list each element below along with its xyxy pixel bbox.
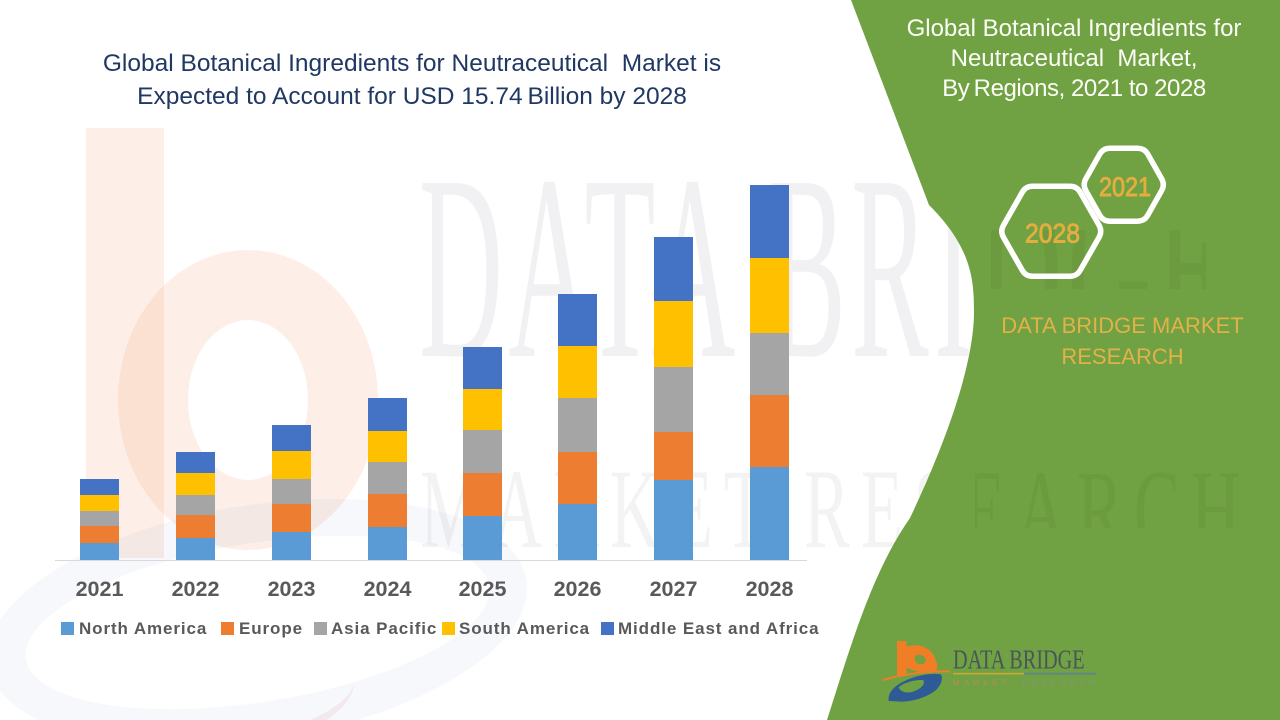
svg-text:MARKET RESEARCH: MARKET RESEARCH — [420, 449, 1252, 573]
svg-text:MARKET: MARKET — [953, 677, 1011, 687]
svg-text:2028: 2028 — [1025, 219, 1080, 249]
svg-text:RESEARCH: RESEARCH — [1022, 677, 1099, 687]
svg-text:2021: 2021 — [1099, 172, 1151, 202]
svg-text:DATA BRIDGE: DATA BRIDGE — [953, 646, 1085, 675]
